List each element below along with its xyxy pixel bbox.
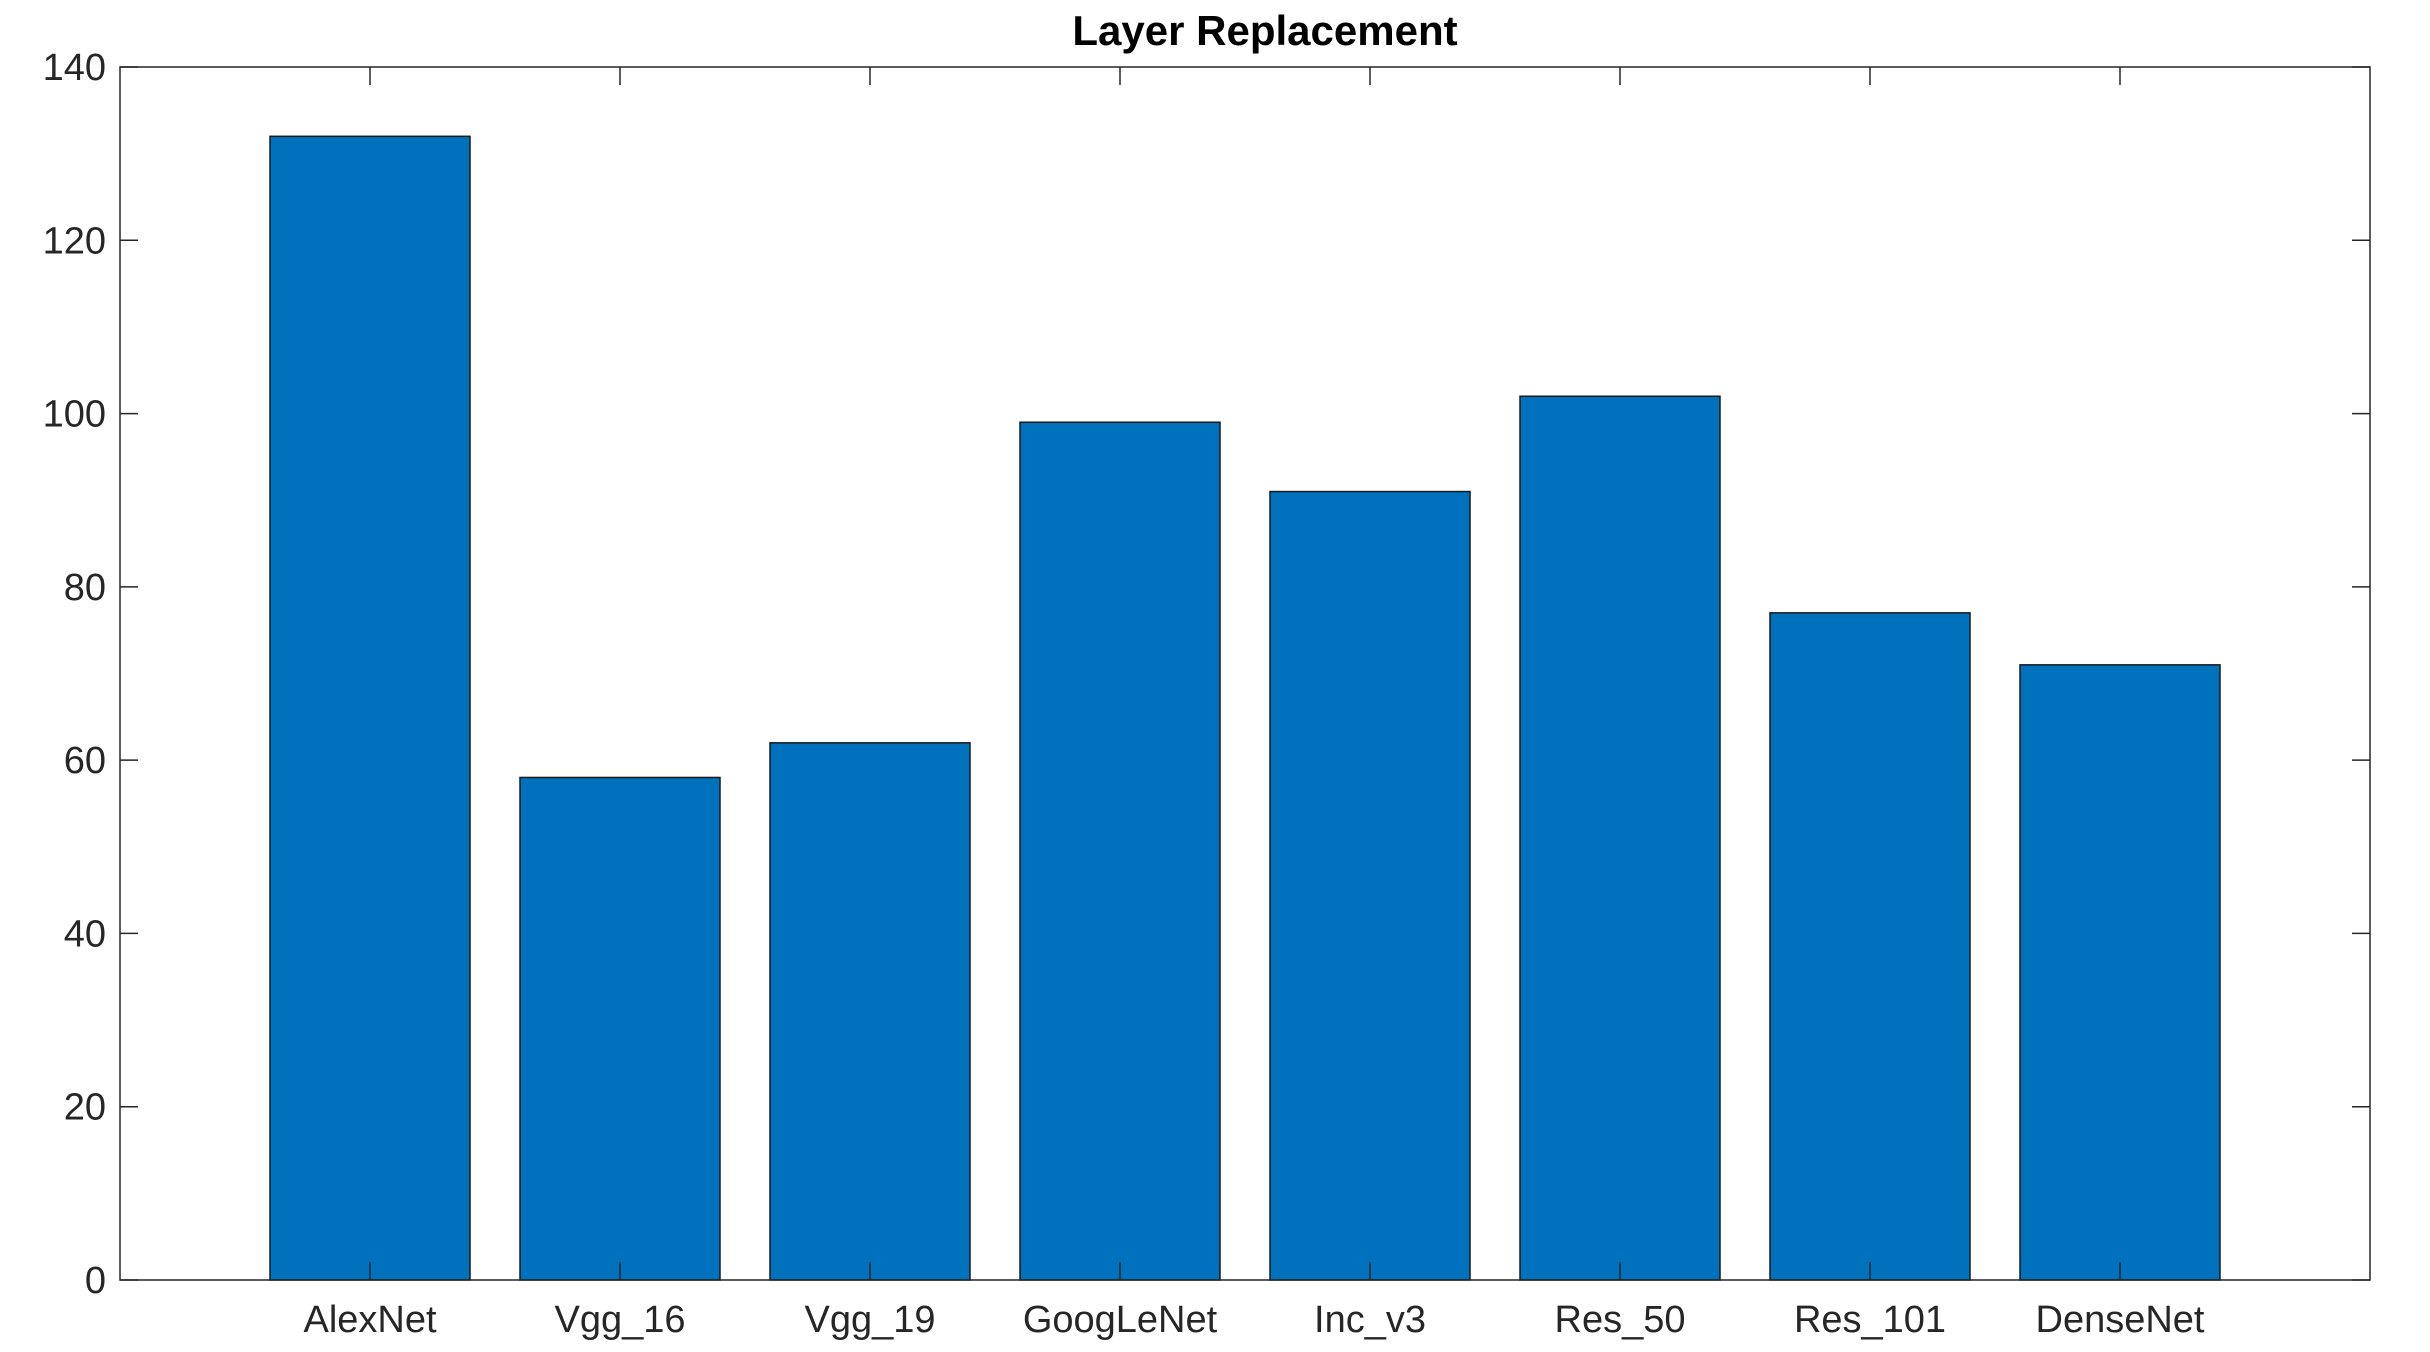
y-tick-label: 0 bbox=[85, 1260, 106, 1302]
bar-inc-v3 bbox=[1269, 490, 1471, 1281]
x-tick-label: GoogLeNet bbox=[1023, 1299, 1218, 1341]
x-tick-label: Res_101 bbox=[1794, 1299, 1946, 1341]
bars-layer bbox=[269, 135, 2221, 1281]
y-tick-label: 100 bbox=[43, 394, 106, 436]
y-tick-label: 120 bbox=[43, 220, 106, 262]
bar-res-101 bbox=[1769, 612, 1971, 1281]
x-tick-label: AlexNet bbox=[303, 1299, 436, 1341]
bar-vgg-19 bbox=[769, 742, 971, 1281]
x-tick-label: Inc_v3 bbox=[1314, 1299, 1426, 1341]
bar-alexnet bbox=[269, 135, 471, 1281]
bar-densenet bbox=[2019, 664, 2221, 1281]
x-tick-label: DenseNet bbox=[2036, 1299, 2205, 1341]
axes-layer bbox=[119, 66, 2371, 1281]
x-tick-label: Vgg_19 bbox=[804, 1299, 935, 1341]
bar-vgg-16 bbox=[519, 776, 721, 1281]
x-tick-label: Vgg_16 bbox=[554, 1299, 685, 1341]
x-tick-label: Res_50 bbox=[1555, 1299, 1686, 1341]
ticks-layer: 0 20 40 60 80 100 120 140 AlexNet Vgg_16 Vgg_19 Goo… bbox=[43, 47, 2370, 1341]
plot-frame bbox=[119, 66, 2371, 1281]
y-tick-label: 60 bbox=[64, 740, 106, 782]
y-tick-label: 40 bbox=[64, 913, 106, 955]
y-tick-label: 20 bbox=[64, 1087, 106, 1129]
bar-res-50 bbox=[1519, 395, 1721, 1281]
bar-googlenet bbox=[1019, 421, 1221, 1281]
y-tick-label: 140 bbox=[43, 47, 106, 89]
y-tick-label: 80 bbox=[64, 567, 106, 609]
chart-title: Layer Replacement bbox=[1072, 7, 1457, 54]
